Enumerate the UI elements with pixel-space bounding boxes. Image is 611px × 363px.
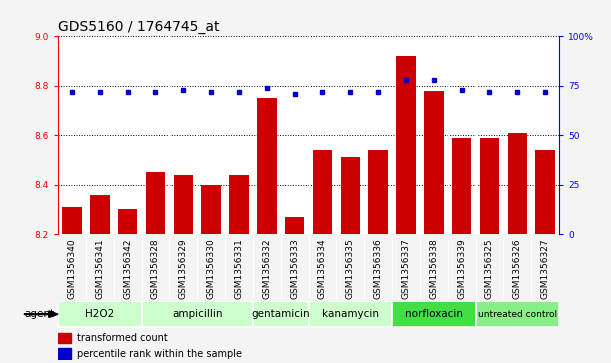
Text: GSM1356329: GSM1356329: [179, 238, 188, 299]
Text: GSM1356341: GSM1356341: [95, 238, 104, 299]
Text: GSM1356340: GSM1356340: [67, 238, 76, 299]
Bar: [257, 98, 277, 234]
Text: untreated control: untreated control: [478, 310, 557, 319]
Bar: [424, 91, 444, 234]
Text: GSM1356336: GSM1356336: [374, 238, 382, 299]
Bar: [174, 175, 193, 234]
Bar: [535, 150, 555, 234]
Text: GSM1356326: GSM1356326: [513, 238, 522, 299]
Text: GSM1356328: GSM1356328: [151, 238, 160, 299]
Bar: [202, 185, 221, 234]
Bar: [475, 301, 559, 327]
Text: agent: agent: [25, 309, 55, 319]
Bar: [58, 333, 71, 343]
Text: percentile rank within the sample: percentile rank within the sample: [77, 349, 242, 359]
Text: GSM1356339: GSM1356339: [457, 238, 466, 299]
Text: H2O2: H2O2: [85, 309, 114, 319]
Bar: [118, 209, 137, 234]
Text: transformed count: transformed count: [77, 333, 168, 343]
Text: GSM1356338: GSM1356338: [430, 238, 438, 299]
Text: GDS5160 / 1764745_at: GDS5160 / 1764745_at: [58, 20, 219, 34]
Bar: [58, 348, 71, 359]
Bar: [368, 150, 388, 234]
Text: GSM1356337: GSM1356337: [401, 238, 411, 299]
Bar: [313, 150, 332, 234]
Text: ampicillin: ampicillin: [172, 309, 222, 319]
Bar: [480, 138, 499, 234]
Bar: [253, 301, 309, 327]
Text: GSM1356335: GSM1356335: [346, 238, 355, 299]
Text: GSM1356331: GSM1356331: [235, 238, 243, 299]
Bar: [396, 56, 415, 234]
Text: GSM1356325: GSM1356325: [485, 238, 494, 299]
Text: GSM1356334: GSM1356334: [318, 238, 327, 299]
Text: GSM1356327: GSM1356327: [541, 238, 550, 299]
Bar: [142, 301, 253, 327]
Text: GSM1356332: GSM1356332: [262, 238, 271, 299]
Bar: [58, 301, 142, 327]
Bar: [285, 217, 304, 234]
Text: kanamycin: kanamycin: [322, 309, 379, 319]
Bar: [392, 301, 475, 327]
Bar: [229, 175, 249, 234]
Bar: [146, 172, 165, 234]
Bar: [508, 133, 527, 234]
Text: GSM1356330: GSM1356330: [207, 238, 216, 299]
Text: GSM1356342: GSM1356342: [123, 238, 132, 299]
Text: norfloxacin: norfloxacin: [405, 309, 463, 319]
Bar: [90, 195, 109, 234]
Text: gentamicin: gentamicin: [251, 309, 310, 319]
Bar: [309, 301, 392, 327]
Bar: [62, 207, 82, 234]
Bar: [452, 138, 472, 234]
Bar: [340, 158, 360, 234]
Text: GSM1356333: GSM1356333: [290, 238, 299, 299]
